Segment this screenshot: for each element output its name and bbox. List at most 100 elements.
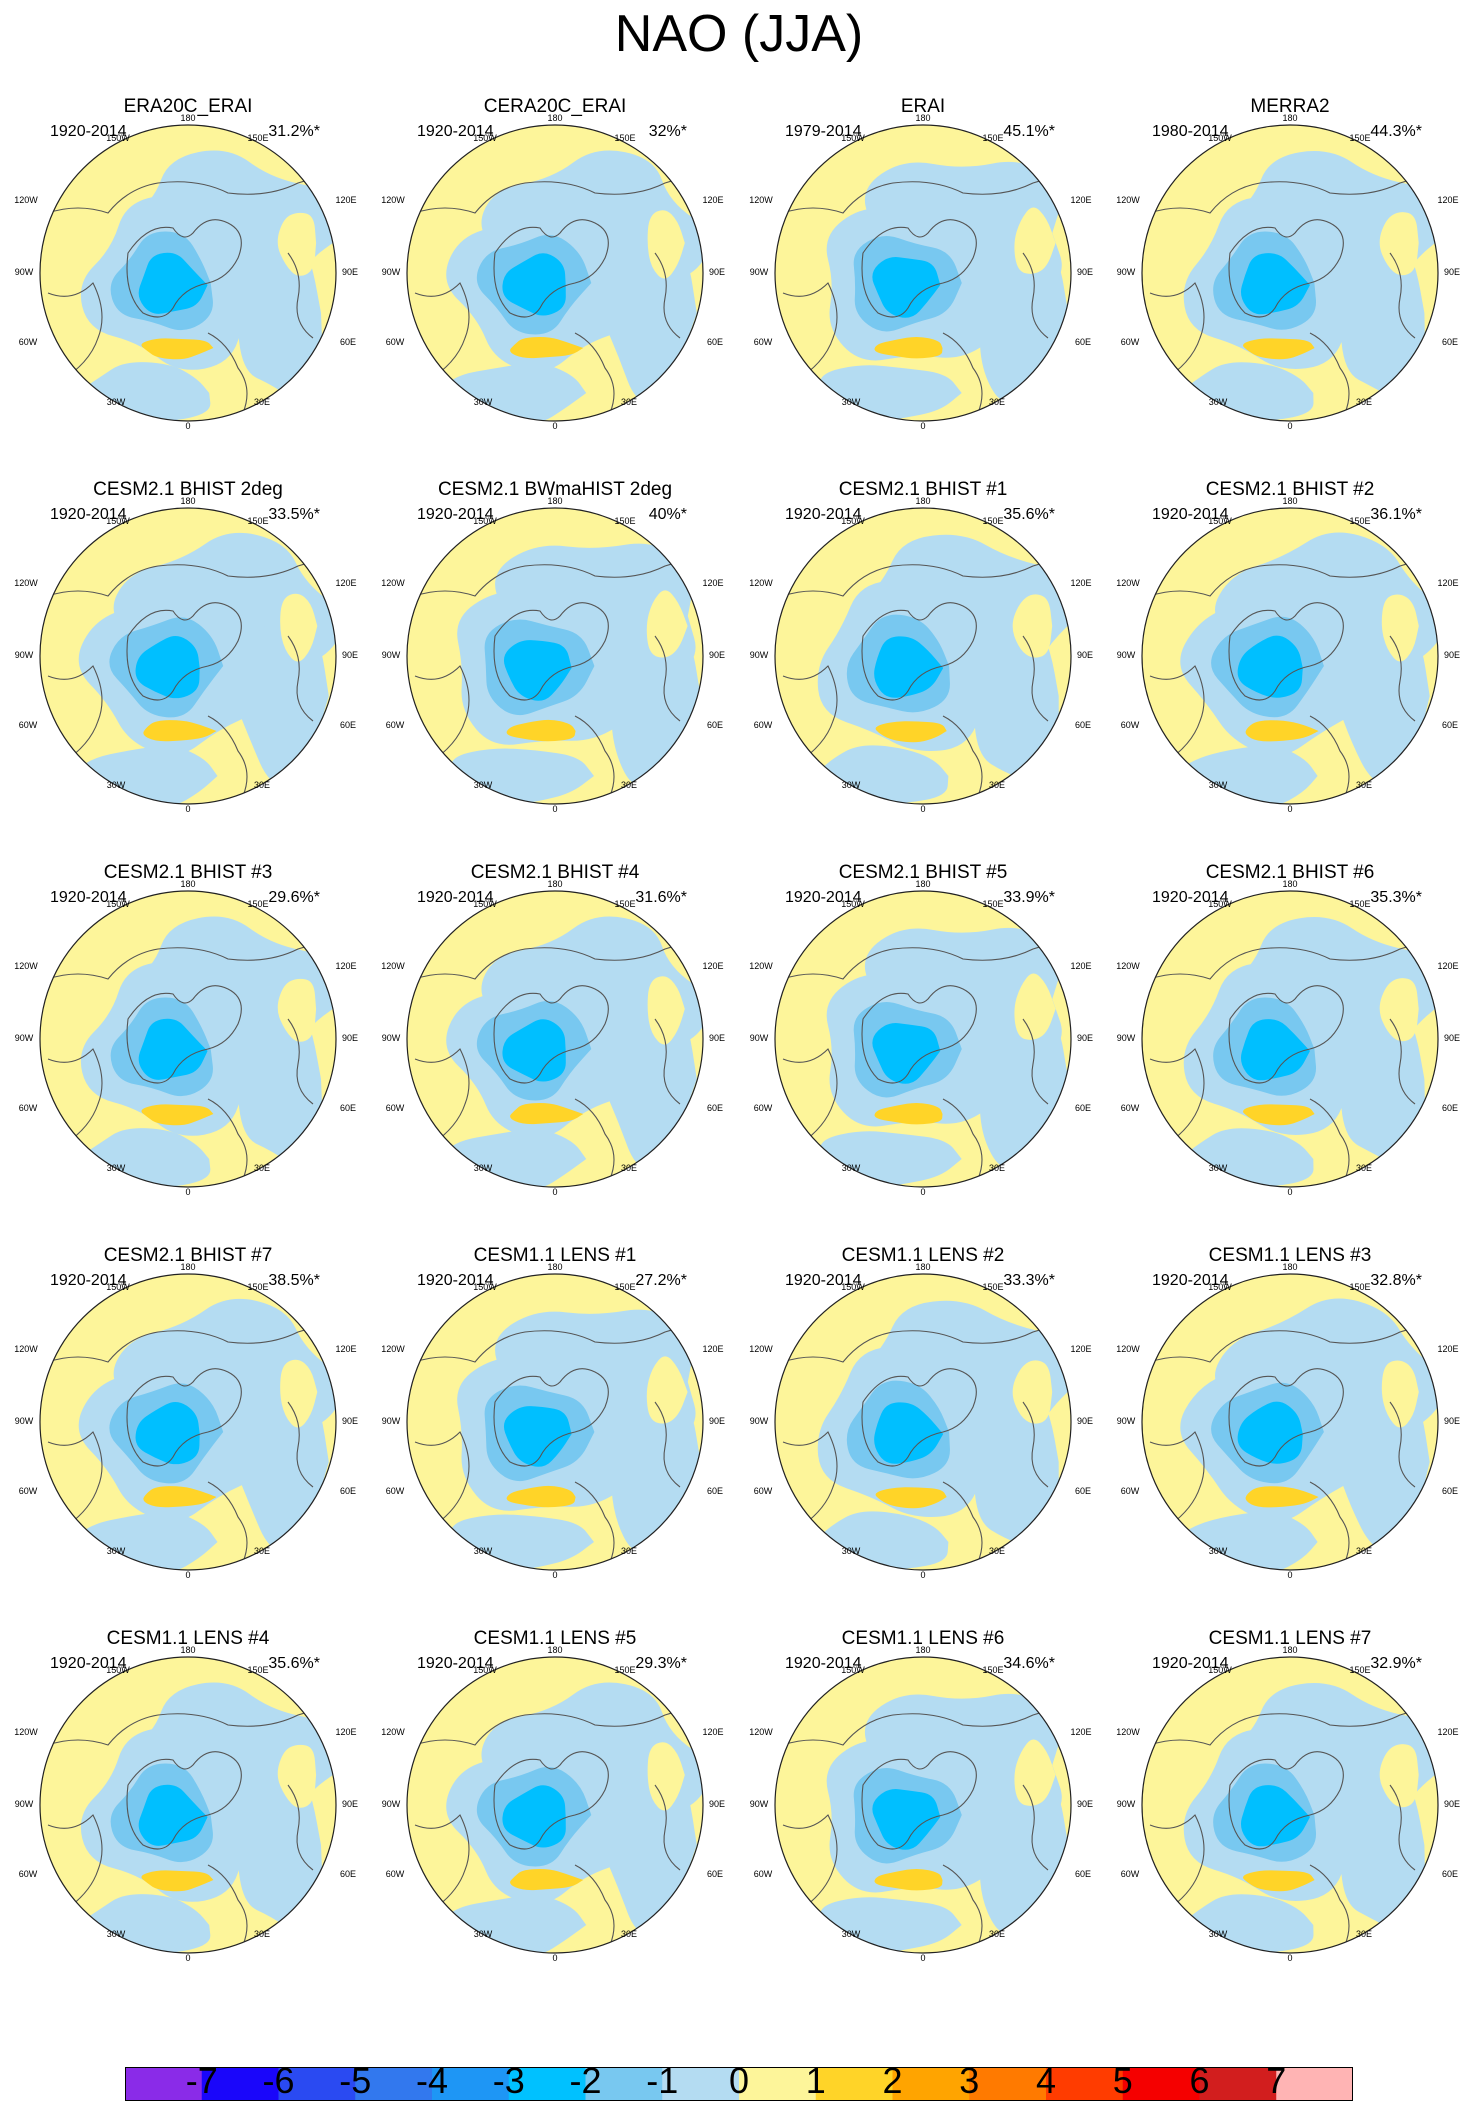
- colorbar-tick-label: -1: [646, 2060, 679, 2101]
- longitude-label: 30E: [989, 1546, 1005, 1556]
- panel-title: CERA20C_ERAI: [483, 96, 627, 117]
- panel-title: CESM2.1 BHIST #3: [103, 862, 273, 883]
- longitude-label: 30E: [621, 780, 637, 790]
- longitude-label: 120E: [702, 1344, 723, 1354]
- field-negative-3: [502, 253, 566, 316]
- longitude-label: 90W: [1117, 267, 1136, 277]
- longitude-label: 60E: [1075, 720, 1091, 730]
- field-positive-2: [1242, 1104, 1315, 1126]
- colorbar-tick-label: -4: [415, 2060, 448, 2101]
- colorbar-border: [125, 2067, 1353, 2101]
- longitude-label: 90W: [15, 267, 34, 277]
- longitude-label: 150E: [614, 1665, 635, 1675]
- longitude-label: 30E: [254, 1929, 270, 1939]
- panel-title: CESM2.1 BHIST #7: [103, 1245, 273, 1266]
- longitude-label: 60W: [386, 1103, 405, 1113]
- field-positive-2: [875, 721, 947, 743]
- longitude-label: 30W: [1209, 397, 1228, 407]
- longitude-label: 90E: [342, 1799, 358, 1809]
- longitude-label: 90W: [750, 267, 769, 277]
- map-panel: CESM1.1 LENS #5 1920-2014 29.3%* 180 150W 150…: [381, 1627, 725, 2007]
- longitude-label: 90E: [1077, 1799, 1093, 1809]
- longitude-label: 120W: [14, 195, 38, 205]
- longitude-label: 150W: [841, 133, 865, 143]
- field-positive-1: [1012, 594, 1053, 658]
- longitude-label: 30W: [842, 1163, 861, 1173]
- longitude-label: 120E: [1070, 1727, 1091, 1737]
- longitude-label: 90W: [1117, 1033, 1136, 1043]
- longitude-label: 30W: [474, 780, 493, 790]
- longitude-label: 60W: [19, 1486, 38, 1496]
- longitude-label: 180: [915, 879, 930, 889]
- panel-title: CESM1.1 LENS #5: [473, 1628, 637, 1649]
- panel-title: CESM2.1 BHIST #5: [838, 862, 1008, 883]
- panel-title: CESM1.1 LENS #6: [841, 1628, 1005, 1649]
- map-boundary: [774, 890, 1072, 1188]
- longitude-label: 120E: [335, 1727, 356, 1737]
- longitude-label: 150E: [1349, 1665, 1370, 1675]
- longitude-label: 30W: [107, 1929, 126, 1939]
- longitude-label: 30W: [107, 397, 126, 407]
- panel-years: 1979-2014: [785, 123, 862, 140]
- field-positive-2: [510, 1869, 584, 1891]
- longitude-label: 60E: [1442, 1486, 1458, 1496]
- colorbar-tick-label: 7: [1266, 2060, 1287, 2101]
- longitude-label: 180: [547, 496, 562, 506]
- longitude-label: 120E: [335, 578, 356, 588]
- panel-percent: 35.3%*: [1370, 889, 1422, 906]
- map-panel: CERA20C_ERAI 1920-2014 32%* 180 150W 150E 120W…: [381, 95, 725, 475]
- colorbar-tick-label: -5: [339, 2060, 372, 2101]
- longitude-label: 150W: [473, 516, 497, 526]
- longitude-label: 120E: [1437, 1727, 1458, 1737]
- longitude-label: 60W: [754, 1103, 773, 1113]
- longitude-label: 60W: [754, 337, 773, 347]
- longitude-label: 60W: [386, 337, 405, 347]
- colorbar-tick-label: 4: [1035, 2060, 1057, 2101]
- panel-percent: 35.6%*: [1003, 506, 1055, 523]
- longitude-label: 90E: [1444, 1416, 1460, 1426]
- field-positive-2: [143, 1486, 217, 1508]
- longitude-label: 90W: [382, 650, 401, 660]
- longitude-label: 60W: [1121, 1869, 1140, 1879]
- longitude-label: 60E: [1442, 1869, 1458, 1879]
- field-negative-3: [872, 1789, 941, 1850]
- panel-percent: 32%*: [648, 123, 687, 140]
- field-positive-2: [1245, 1486, 1319, 1508]
- longitude-label: 0: [920, 804, 925, 814]
- longitude-label: 0: [1287, 1953, 1292, 1963]
- panel-years: 1920-2014: [417, 889, 494, 906]
- map-boundary: [39, 1656, 337, 1954]
- colorbar-tick-label: 3: [959, 2060, 980, 2101]
- longitude-label: 60W: [19, 1103, 38, 1113]
- map-panel: CESM2.1 BHIST #2 1920-2014 36.1%* 180 150W 15…: [1116, 478, 1460, 858]
- panel-percent: 35.6%*: [268, 1655, 320, 1672]
- longitude-label: 30W: [842, 780, 861, 790]
- map-panel: CESM2.1 BHIST #4 1920-2014 31.6%* 180 150W 15…: [381, 861, 725, 1241]
- panel-percent: 31.2%*: [268, 123, 320, 140]
- field-negative-3: [502, 1019, 566, 1082]
- longitude-label: 60E: [1075, 1869, 1091, 1879]
- colorbar-swatch: [969, 2067, 1047, 2101]
- longitude-label: 30E: [254, 780, 270, 790]
- longitude-label: 30E: [1356, 1163, 1372, 1173]
- longitude-label: 120W: [749, 578, 773, 588]
- longitude-label: 90W: [15, 1033, 34, 1043]
- longitude-label: 150W: [841, 1665, 865, 1675]
- field-negative-3: [1240, 253, 1310, 315]
- polar-map: 180 150W 150E 120W 120E 90W 90E 60W 60E 30W 30E 0: [749, 496, 1093, 814]
- longitude-label: 180: [547, 1262, 562, 1272]
- longitude-label: 0: [920, 421, 925, 431]
- longitude-label: 30W: [1209, 780, 1228, 790]
- map-panel: CESM2.1 BWmaHIST 2deg 1920-2014 40%* 180 150…: [381, 478, 725, 858]
- map-boundary: [1141, 1656, 1439, 1954]
- longitude-label: 90W: [382, 1799, 401, 1809]
- longitude-label: 90E: [1077, 650, 1093, 660]
- map-boundary: [406, 1656, 704, 1954]
- field-negative-3: [1237, 635, 1303, 698]
- colorbar-swatch: [585, 2067, 663, 2101]
- map-panel: CESM1.1 LENS #3 1920-2014 32.8%* 180 150W 150…: [1116, 1244, 1460, 1624]
- longitude-label: 180: [547, 1645, 562, 1655]
- longitude-label: 90W: [15, 650, 34, 660]
- field-positive-2: [874, 1868, 943, 1891]
- longitude-label: 120W: [749, 1344, 773, 1354]
